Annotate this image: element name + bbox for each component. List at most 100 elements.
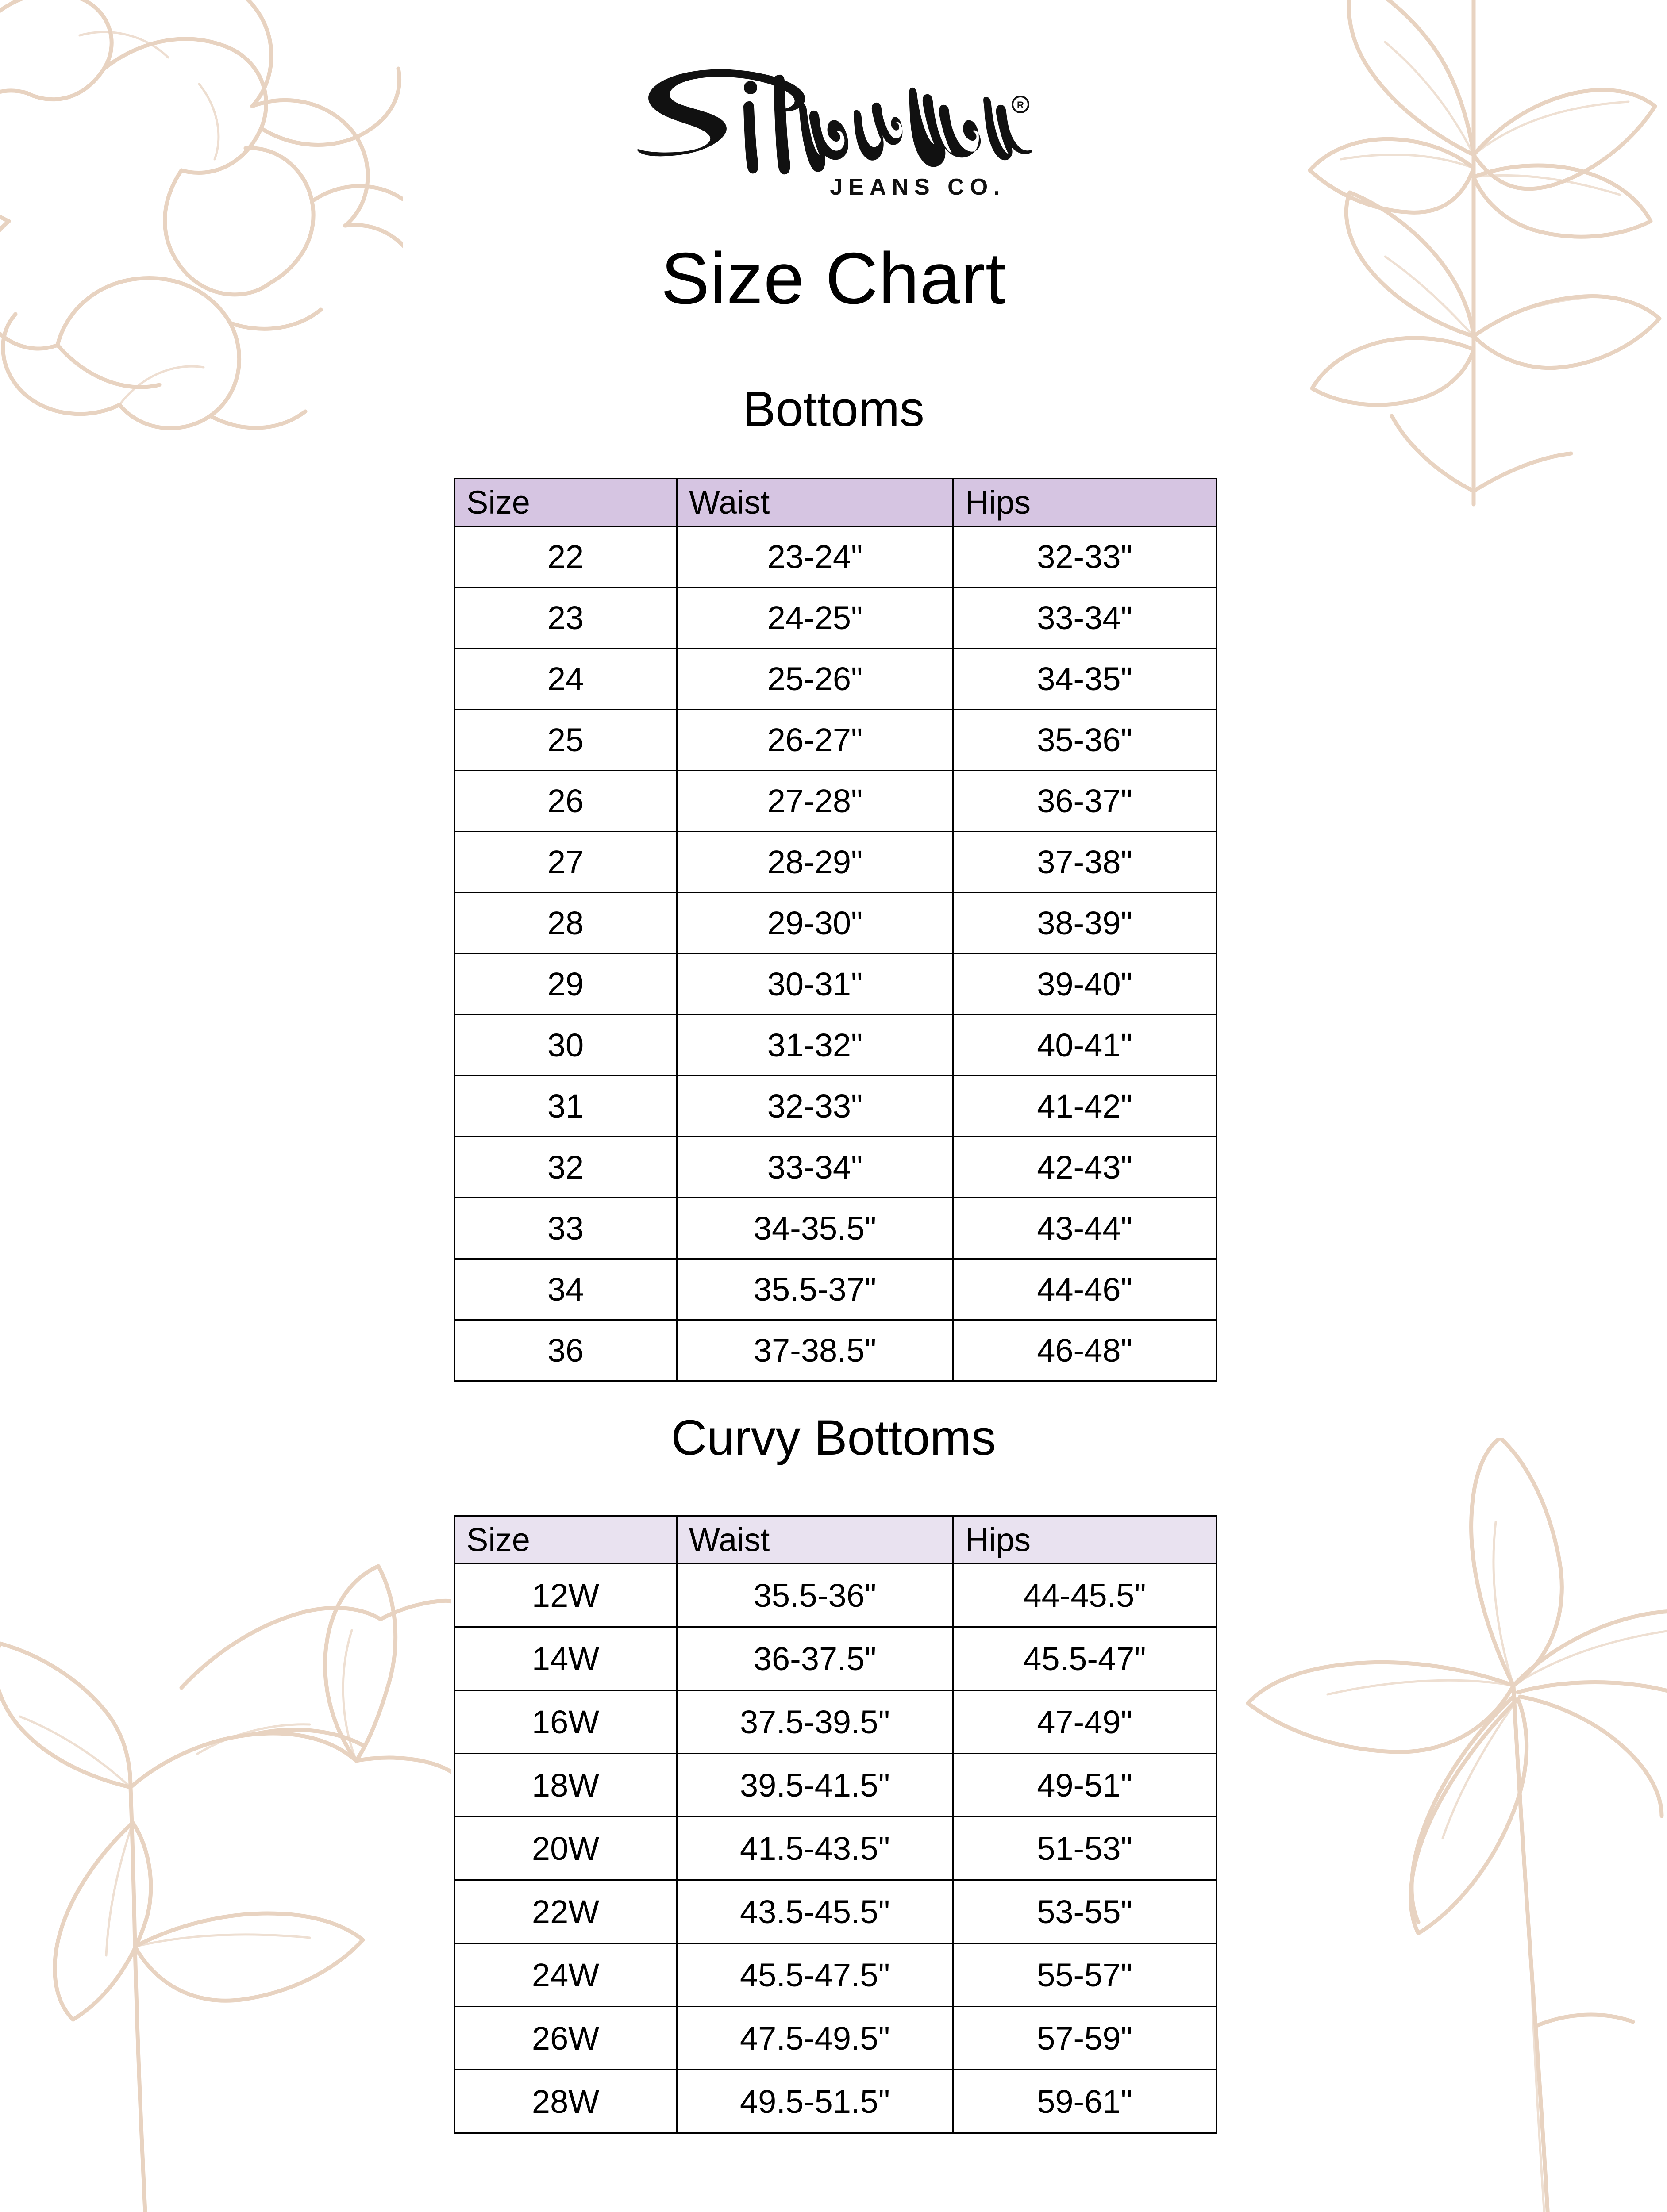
column-header-hips: Hips xyxy=(952,478,1217,527)
cell-hips: 45.5-47" xyxy=(952,1626,1217,1691)
cell-size: 34 xyxy=(454,1258,678,1321)
column-header-hips: Hips xyxy=(952,1515,1217,1564)
svg-text:R: R xyxy=(1017,100,1024,111)
table-row: 23 24-25" 33-34" xyxy=(454,587,1217,649)
cell-waist: 24-25" xyxy=(676,587,954,649)
cell-size: 32 xyxy=(454,1136,678,1198)
cell-hips: 43-44" xyxy=(952,1197,1217,1260)
table-row: 14W 36-37.5" 45.5-47" xyxy=(454,1626,1217,1691)
curvy-bottoms-size-table: Size Waist Hips 12W 35.5-36" 44-45.5" 14W 3… xyxy=(454,1515,1217,2134)
cell-hips: 59-61" xyxy=(952,2069,1217,2134)
cell-waist: 36-37.5" xyxy=(676,1626,954,1691)
column-header-size: Size xyxy=(454,1515,678,1564)
table-row: 34 35.5-37" 44-46" xyxy=(454,1258,1217,1321)
table-row: 30 31-32" 40-41" xyxy=(454,1014,1217,1076)
cell-waist: 47.5-49.5" xyxy=(676,2006,954,2070)
cell-hips: 49-51" xyxy=(952,1753,1217,1817)
cell-hips: 57-59" xyxy=(952,2006,1217,2070)
cell-size: 26 xyxy=(454,770,678,832)
cell-size: 33 xyxy=(454,1197,678,1260)
table-row: 22 23-24" 32-33" xyxy=(454,526,1217,588)
cell-size: 24W xyxy=(454,1943,678,2007)
cell-size: 24 xyxy=(454,648,678,710)
cell-hips: 40-41" xyxy=(952,1014,1217,1076)
cell-waist: 34-35.5" xyxy=(676,1197,954,1260)
cell-size: 26W xyxy=(454,2006,678,2070)
cell-waist: 41.5-43.5" xyxy=(676,1816,954,1881)
table-row: 32 33-34" 42-43" xyxy=(454,1136,1217,1198)
table-row: 22W 43.5-45.5" 53-55" xyxy=(454,1879,1217,1944)
cell-waist: 43.5-45.5" xyxy=(676,1879,954,1944)
page-title: Size Chart xyxy=(661,238,1006,319)
cell-size: 16W xyxy=(454,1690,678,1754)
cell-hips: 51-53" xyxy=(952,1816,1217,1881)
table-row: 24 25-26" 34-35" xyxy=(454,648,1217,710)
cell-waist: 39.5-41.5" xyxy=(676,1753,954,1817)
cell-size: 23 xyxy=(454,587,678,649)
cell-size: 28 xyxy=(454,892,678,954)
cell-waist: 49.5-51.5" xyxy=(676,2069,954,2134)
table-row: 31 32-33" 41-42" xyxy=(454,1075,1217,1137)
cell-size: 36 xyxy=(454,1319,678,1382)
cell-hips: 46-48" xyxy=(952,1319,1217,1382)
cell-size: 27 xyxy=(454,831,678,893)
column-header-size: Size xyxy=(454,478,678,527)
cell-hips: 34-35" xyxy=(952,648,1217,710)
cell-waist: 37.5-39.5" xyxy=(676,1690,954,1754)
table-row: 24W 45.5-47.5" 55-57" xyxy=(454,1943,1217,2007)
cell-waist: 45.5-47.5" xyxy=(676,1943,954,2007)
table-row: 26W 47.5-49.5" 57-59" xyxy=(454,2006,1217,2070)
cell-hips: 44-45.5" xyxy=(952,1563,1217,1628)
cell-size: 22W xyxy=(454,1879,678,1944)
cell-size: 20W xyxy=(454,1816,678,1881)
cell-hips: 35-36" xyxy=(952,709,1217,771)
table-row: 26 27-28" 36-37" xyxy=(454,770,1217,832)
table-header-row: Size Waist Hips xyxy=(454,478,1217,527)
table-row: 27 28-29" 37-38" xyxy=(454,831,1217,893)
table-row: 18W 39.5-41.5" 49-51" xyxy=(454,1753,1217,1817)
table-row: 20W 41.5-43.5" 51-53" xyxy=(454,1816,1217,1881)
cell-waist: 32-33" xyxy=(676,1075,954,1137)
silver-jeans-logo-icon: R JEANS CO. xyxy=(637,69,1032,200)
cell-waist: 30-31" xyxy=(676,953,954,1015)
cell-waist: 26-27" xyxy=(676,709,954,771)
cell-size: 12W xyxy=(454,1563,678,1628)
cell-size: 18W xyxy=(454,1753,678,1817)
cell-size: 30 xyxy=(454,1014,678,1076)
table-row: 28W 49.5-51.5" 59-61" xyxy=(454,2069,1217,2134)
section-heading-bottoms: Bottoms xyxy=(743,381,924,437)
logo-tagline: JEANS CO. xyxy=(830,174,1005,200)
registered-trademark-icon: R xyxy=(1011,96,1029,113)
cell-hips: 41-42" xyxy=(952,1075,1217,1137)
cell-waist: 35.5-36" xyxy=(676,1563,954,1628)
cell-waist: 35.5-37" xyxy=(676,1258,954,1321)
cell-waist: 37-38.5" xyxy=(676,1319,954,1382)
floral-line-art-bottom-left-icon xyxy=(0,1513,451,2212)
table-row: 12W 35.5-36" 44-45.5" xyxy=(454,1563,1217,1628)
column-header-waist: Waist xyxy=(676,478,954,527)
table-row: 29 30-31" 39-40" xyxy=(454,953,1217,1015)
column-header-waist: Waist xyxy=(676,1515,954,1564)
section-heading-curvy-bottoms: Curvy Bottoms xyxy=(671,1410,996,1465)
cell-waist: 28-29" xyxy=(676,831,954,893)
cell-hips: 36-37" xyxy=(952,770,1217,832)
cell-hips: 42-43" xyxy=(952,1136,1217,1198)
cell-hips: 32-33" xyxy=(952,526,1217,588)
table-header-row: Size Waist Hips xyxy=(454,1515,1217,1564)
cell-hips: 38-39" xyxy=(952,892,1217,954)
table-row: 25 26-27" 35-36" xyxy=(454,709,1217,771)
cell-size: 14W xyxy=(454,1626,678,1691)
bottoms-size-table: Size Waist Hips 22 23-24" 32-33" 23 24-25" 3… xyxy=(454,478,1217,1382)
table-row: 28 29-30" 38-39" xyxy=(454,892,1217,954)
cell-size: 22 xyxy=(454,526,678,588)
cell-waist: 23-24" xyxy=(676,526,954,588)
cell-size: 25 xyxy=(454,709,678,771)
cell-hips: 37-38" xyxy=(952,831,1217,893)
table-row: 36 37-38.5" 46-48" xyxy=(454,1319,1217,1382)
cell-hips: 44-46" xyxy=(952,1258,1217,1321)
cell-waist: 25-26" xyxy=(676,648,954,710)
cell-hips: 39-40" xyxy=(952,953,1217,1015)
cell-waist: 31-32" xyxy=(676,1014,954,1076)
brand-logo: R JEANS CO. xyxy=(0,66,1667,212)
table-row: 33 34-35.5" 43-44" xyxy=(454,1197,1217,1260)
